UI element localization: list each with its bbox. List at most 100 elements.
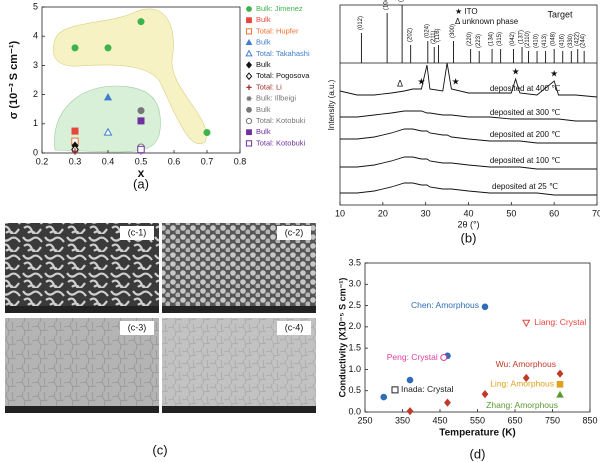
series-label: Wu: Amorphous	[496, 359, 556, 369]
peak-label: (202)	[407, 28, 413, 42]
label-box	[120, 321, 154, 335]
trace	[340, 182, 597, 196]
sem-info-bar	[162, 406, 316, 413]
y-tick-label: 0.0	[348, 406, 361, 416]
legend-label: Total: Li	[256, 82, 282, 91]
marker	[391, 386, 399, 394]
legend-marker	[246, 61, 252, 69]
trace	[340, 128, 597, 144]
y-tick-label: 5	[33, 1, 38, 11]
legend-label: Total: Hupfer	[256, 26, 299, 35]
peak-label: (422)	[574, 32, 580, 46]
series-label: Zhang: Amorphous	[486, 400, 558, 410]
peak-label: (416)	[559, 34, 565, 48]
plot-frame	[364, 262, 591, 413]
x-tick-label: 0.8	[234, 156, 247, 166]
trace-label: deposited at 25 ℃	[492, 182, 558, 191]
peak-label: (2110)	[525, 31, 531, 48]
x-tick-label: 750	[545, 415, 560, 425]
y-tick-label: 0	[33, 147, 38, 157]
peak-label: (315)	[497, 32, 503, 46]
y-axis-label: σ (10⁻³ S cm⁻¹)	[8, 40, 20, 119]
legend-label: Total: Takahashi	[256, 49, 310, 58]
label-box	[277, 226, 311, 240]
legend-label: Bulk	[256, 15, 271, 24]
y-tick-label: 2.5	[348, 300, 361, 310]
y-tick-label: 4	[33, 31, 38, 41]
trace	[340, 156, 597, 170]
peak-label: (048)	[551, 32, 557, 46]
label-box	[120, 226, 154, 240]
y-axis-label: Conductivity (X10⁻⁵ S cm⁻¹)	[337, 278, 347, 398]
x-tick-label: 0.7	[201, 156, 214, 166]
peak-annotation: ★	[550, 68, 558, 78]
y-tick-label: 2	[33, 89, 38, 99]
trace	[340, 110, 597, 122]
marker	[522, 373, 530, 383]
legend-label: Bulk	[256, 38, 271, 47]
y-tick-label: 1.0	[348, 364, 361, 374]
x-tick-label: 0.3	[69, 156, 82, 166]
x-tick-label: 30	[421, 208, 431, 218]
marker	[522, 319, 531, 328]
peak-annotation: Δ	[397, 78, 403, 88]
peak-label: (330)	[568, 34, 574, 48]
peak-label: (211)	[431, 30, 437, 44]
legend-marker	[246, 106, 252, 113]
trace-label: deposited at 200 ℃	[490, 130, 560, 139]
marker	[137, 145, 145, 154]
x-tick-label: 0.2	[36, 156, 49, 166]
marker	[71, 148, 79, 155]
legend-label: ★ ITO	[455, 7, 478, 16]
legend-label: Δ unknown phase	[455, 17, 519, 26]
x-axis-label: x	[138, 166, 145, 180]
marker	[556, 390, 564, 398]
x-tick-label: 350	[395, 415, 410, 425]
marker	[406, 407, 414, 416]
x-tick-label: 250	[357, 415, 372, 425]
x-axis-label: 2θ (°)	[457, 219, 479, 229]
peak-label: (104)	[384, 0, 390, 10]
x-tick-label: 650	[507, 415, 522, 425]
legend-label: Total: Pogosova	[256, 71, 310, 80]
marker	[556, 381, 564, 388]
x-tick-label: 550	[470, 415, 485, 425]
panel-caption: (b)	[461, 230, 477, 245]
sem-info-bar	[162, 306, 316, 313]
legend-label: Bulk: Jimenez	[256, 4, 303, 13]
peak-annotation: ★	[417, 76, 425, 86]
panel-caption: (d)	[470, 446, 486, 461]
series-label: Peng: Crystal	[387, 352, 438, 362]
y-axis-label: Intensity (a.u.)	[327, 79, 336, 130]
y-tick-label: 3.0	[348, 279, 361, 289]
legend-label: Bulk	[256, 127, 271, 136]
sem-info-bar	[5, 306, 159, 313]
marker	[104, 44, 112, 52]
legend-marker	[246, 17, 252, 24]
peak-label: (113)	[399, 0, 405, 2]
series-label: Chen: Amorphous	[411, 300, 479, 310]
trace-label: Target	[547, 9, 573, 19]
panel-caption: (c)	[152, 442, 167, 457]
x-tick-label: 0.5	[135, 156, 148, 166]
peak-label: (024)	[424, 24, 430, 38]
series-label: Liang: Crystal	[534, 317, 586, 327]
marker	[406, 376, 414, 384]
legend-label: Bulk	[256, 60, 271, 69]
legend-label: Bulk: Illbeigi	[256, 94, 296, 103]
peak-label: (244)	[581, 34, 587, 48]
y-tick-label: 0.5	[348, 385, 361, 395]
peak-label: (042)	[510, 32, 516, 46]
marker	[103, 127, 113, 136]
label-box	[277, 321, 311, 335]
x-tick-label: 0.4	[102, 156, 115, 166]
peak-label: (223)	[476, 34, 482, 48]
legend-marker	[245, 72, 253, 81]
legend-marker	[245, 140, 253, 147]
y-tick-label: 1.5	[348, 343, 361, 353]
peak-label: (134)	[489, 32, 495, 46]
marker	[71, 44, 79, 52]
peak-label: (410)	[534, 34, 540, 48]
